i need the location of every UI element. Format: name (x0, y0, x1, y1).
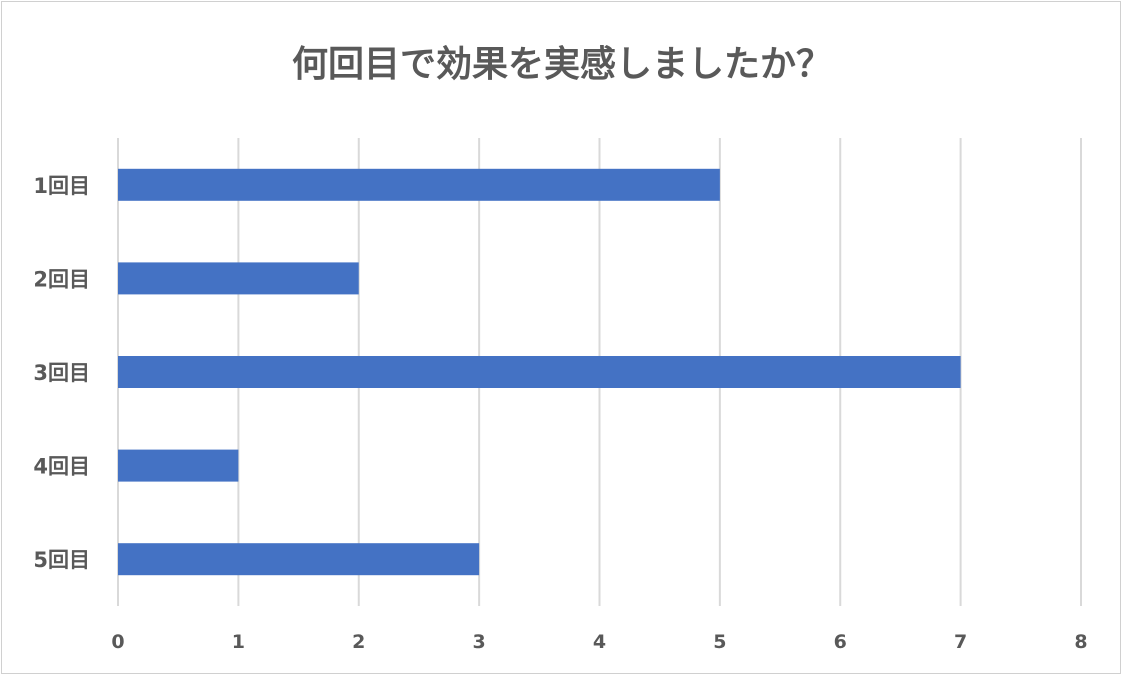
x-tick-label: 5 (713, 631, 726, 653)
x-tick-label: 6 (834, 631, 847, 653)
x-tick-labels: 0 1 2 3 4 5 6 7 8 (111, 631, 1087, 653)
category-labels: 1回目 2回目 3回目 4回目 5回目 (33, 174, 90, 572)
x-tick-label: 7 (954, 631, 967, 653)
x-tick-label: 3 (473, 631, 486, 653)
category-label: 2回目 (33, 267, 90, 291)
bar-3 (118, 356, 961, 388)
x-tick-label: 4 (593, 631, 606, 653)
bar-2 (118, 262, 359, 295)
bar-4 (118, 449, 239, 482)
x-tick-label: 1 (232, 631, 245, 653)
x-tick-label: 8 (1074, 631, 1087, 653)
x-tick-label: 0 (111, 631, 124, 653)
bar-5 (118, 543, 480, 576)
category-label: 1回目 (33, 174, 90, 198)
x-tick-label: 2 (352, 631, 365, 653)
category-label: 3回目 (33, 361, 90, 385)
bars (118, 168, 961, 576)
chart-title: 何回目で効果を実感しましたか？ (292, 44, 832, 85)
bar-1 (118, 168, 720, 201)
category-label: 4回目 (33, 455, 90, 479)
category-label: 5回目 (33, 548, 90, 572)
